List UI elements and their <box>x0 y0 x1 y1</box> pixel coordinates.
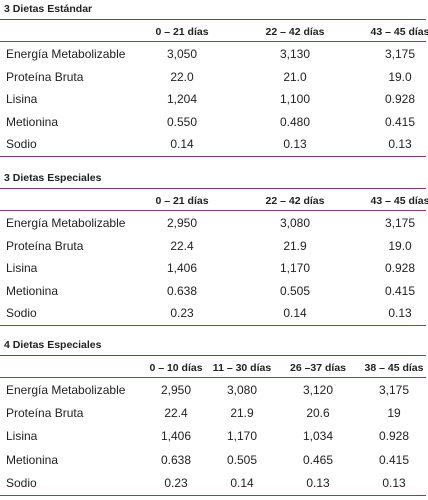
cell: 0.13 <box>388 306 412 321</box>
cell: 1,100 <box>279 92 311 107</box>
cell: 1,170 <box>279 261 311 276</box>
column-header: 0 – 10 días <box>149 362 203 374</box>
cell: 3,130 <box>279 47 311 61</box>
column-header: 22 – 42 días <box>265 195 325 207</box>
column-header: 0 – 21 días <box>155 26 209 38</box>
cell: 0.415 <box>384 283 416 298</box>
cell: 21.9 <box>283 238 307 253</box>
divider <box>0 19 426 20</box>
cell: 3,080 <box>226 383 258 397</box>
cell: 0.23 <box>164 475 188 490</box>
row-label: Energía Metabolizable <box>6 383 126 397</box>
cell: 1,170 <box>226 429 258 444</box>
row-label: Metionina <box>6 452 59 467</box>
cell: 3,175 <box>378 383 410 397</box>
row-label: Proteína Bruta <box>6 406 84 421</box>
column-header: 43 – 45 días <box>370 195 428 207</box>
cell: 3,175 <box>384 216 416 230</box>
cell: 0.13 <box>283 137 307 152</box>
cell: 21.9 <box>230 406 254 421</box>
divider <box>0 495 426 496</box>
cell: 0.550 <box>166 114 198 129</box>
row-label: Proteína Bruta <box>6 238 84 253</box>
cell: 1,204 <box>166 92 198 107</box>
cell: 1,034 <box>302 429 334 444</box>
divider <box>0 377 426 378</box>
cell: 22.0 <box>170 69 194 84</box>
divider <box>0 188 426 189</box>
cell: 1,406 <box>160 429 192 444</box>
row-label: Metionina <box>6 283 59 298</box>
cell: 0.505 <box>279 283 311 298</box>
cell: 0.13 <box>388 137 412 152</box>
column-header: 26 –37 días <box>289 362 347 374</box>
row-label: Sodio <box>6 306 37 321</box>
cell: 22.4 <box>164 406 188 421</box>
divider <box>0 156 426 157</box>
cell: 0.638 <box>160 452 192 467</box>
section-title: 3 Dietas Estándar <box>4 3 93 15</box>
cell: 3,175 <box>384 47 416 61</box>
divider <box>0 210 426 211</box>
cell: 0.13 <box>382 475 406 490</box>
cell: 0.638 <box>166 283 198 298</box>
cell: 19 <box>387 406 401 421</box>
cell: 0.13 <box>306 475 330 490</box>
divider <box>0 41 426 42</box>
cell: 19.0 <box>388 69 412 84</box>
cell: 0.928 <box>384 261 416 276</box>
divider <box>0 325 426 326</box>
cell: 21.0 <box>283 69 307 84</box>
cell: 0.415 <box>384 114 416 129</box>
section-title: 3 Dietas Especiales <box>4 172 102 184</box>
column-header: 11 – 30 días <box>212 362 272 374</box>
row-label: Energía Metabolizable <box>6 47 126 61</box>
divider <box>0 355 426 356</box>
row-label: Lisina <box>6 92 38 107</box>
row-label: Energía Metabolizable <box>6 216 126 230</box>
cell: 3,120 <box>302 383 334 397</box>
column-header: 38 – 45 días <box>364 362 424 374</box>
cell: 0.928 <box>384 92 416 107</box>
cell: 0.14 <box>170 137 194 152</box>
cell: 0.415 <box>378 452 410 467</box>
cell: 0.928 <box>378 429 410 444</box>
cell: 2,950 <box>166 216 198 230</box>
column-header: 43 – 45 días <box>370 26 428 38</box>
cell: 3,050 <box>166 47 198 61</box>
column-header: 0 – 21 días <box>155 195 209 207</box>
section-title: 4 Dietas Especiales <box>4 339 102 351</box>
cell: 19.0 <box>388 238 412 253</box>
cell: 22.4 <box>170 238 194 253</box>
row-label: Lisina <box>6 261 38 276</box>
row-label: Sodio <box>6 475 37 490</box>
cell: 2,950 <box>160 383 192 397</box>
row-label: Lisina <box>6 429 38 444</box>
cell: 0.480 <box>279 114 311 129</box>
cell: 1,406 <box>166 261 198 276</box>
cell: 0.465 <box>302 452 334 467</box>
cell: 0.14 <box>230 475 254 490</box>
cell: 0.505 <box>226 452 258 467</box>
cell: 0.23 <box>170 306 194 321</box>
row-label: Metionina <box>6 114 59 129</box>
column-header: 22 – 42 días <box>265 26 325 38</box>
row-label: Proteína Bruta <box>6 69 84 84</box>
cell: 20.6 <box>306 406 330 421</box>
cell: 3,080 <box>279 216 311 230</box>
cell: 0.14 <box>283 306 307 321</box>
row-label: Sodio <box>6 137 37 152</box>
